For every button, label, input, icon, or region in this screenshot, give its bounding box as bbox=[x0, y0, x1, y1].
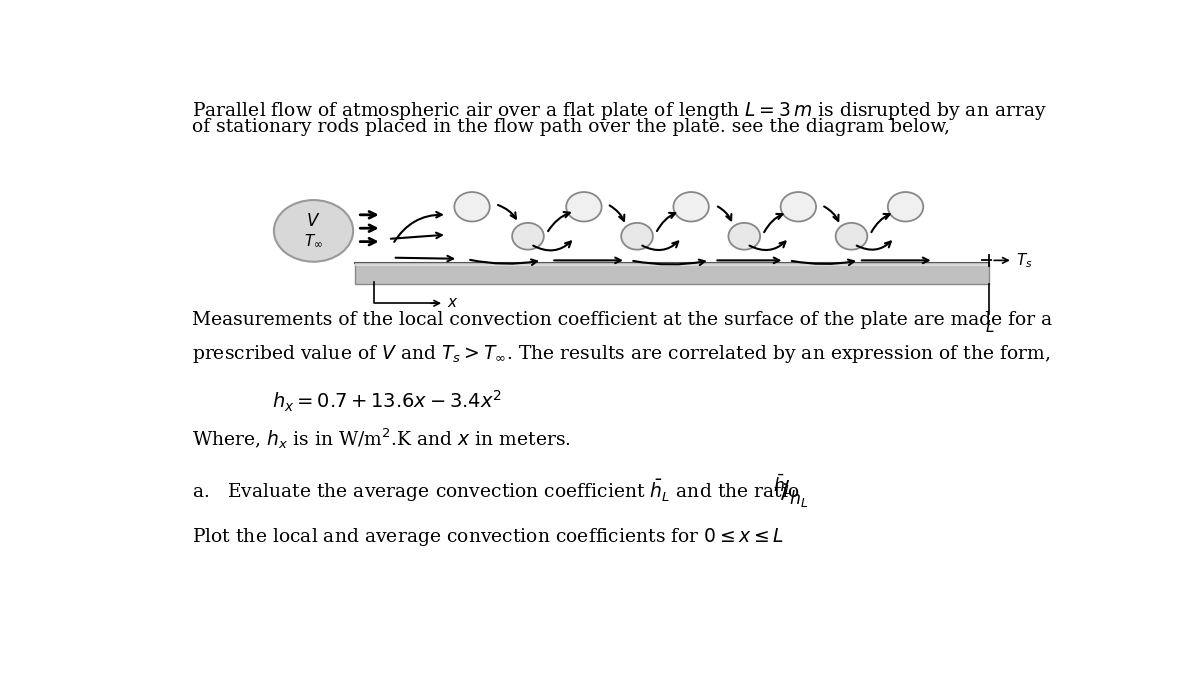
Text: $h_L$: $h_L$ bbox=[789, 488, 808, 509]
Ellipse shape bbox=[567, 192, 602, 221]
Ellipse shape bbox=[674, 192, 709, 221]
Bar bbox=[356, 263, 990, 267]
Text: of stationary rods placed in the flow path over the plate. see the diagram below: of stationary rods placed in the flow pa… bbox=[192, 118, 950, 136]
Ellipse shape bbox=[274, 200, 354, 262]
Text: Parallel flow of atmospheric air over a flat plate of length $L = 3\,m$ is disru: Parallel flow of atmospheric air over a … bbox=[192, 100, 1048, 122]
Ellipse shape bbox=[512, 223, 544, 250]
Text: $\bar{h}_L$: $\bar{h}_L$ bbox=[774, 472, 793, 496]
Ellipse shape bbox=[836, 223, 867, 250]
Ellipse shape bbox=[729, 223, 760, 250]
Ellipse shape bbox=[455, 192, 490, 221]
Text: $T_s$: $T_s$ bbox=[1015, 251, 1032, 270]
Text: $V$: $V$ bbox=[307, 213, 321, 230]
Ellipse shape bbox=[888, 192, 923, 221]
Text: $L$: $L$ bbox=[985, 319, 994, 335]
Text: a.   Evaluate the average convection coefficient $\bar{h}_L$ and the ratio: a. Evaluate the average convection coeff… bbox=[192, 477, 800, 505]
Text: Plot the local and average convection coefficients for $0 \leq x \leq L$: Plot the local and average convection co… bbox=[192, 525, 784, 548]
Text: Where, $h_x$ is in W/m$^2$.K and $x$ in meters.: Where, $h_x$ is in W/m$^2$.K and $x$ in … bbox=[192, 427, 571, 451]
Text: Measurements of the local convection coefficient at the surface of the plate are: Measurements of the local convection coe… bbox=[192, 311, 1053, 329]
Text: $h_x = 0.7 + 13.6x - 3.4x^2$: $h_x = 0.7 + 13.6x - 3.4x^2$ bbox=[272, 389, 502, 414]
Ellipse shape bbox=[621, 223, 653, 250]
Bar bbox=[356, 263, 990, 285]
Text: $x$: $x$ bbox=[446, 296, 458, 310]
Text: /: / bbox=[781, 480, 789, 503]
Text: prescribed value of $V$ and $T_s > T_\infty$. The results are correlated by an e: prescribed value of $V$ and $T_s > T_\in… bbox=[192, 343, 1050, 365]
Ellipse shape bbox=[781, 192, 816, 221]
Text: $T_\infty$: $T_\infty$ bbox=[304, 232, 324, 248]
